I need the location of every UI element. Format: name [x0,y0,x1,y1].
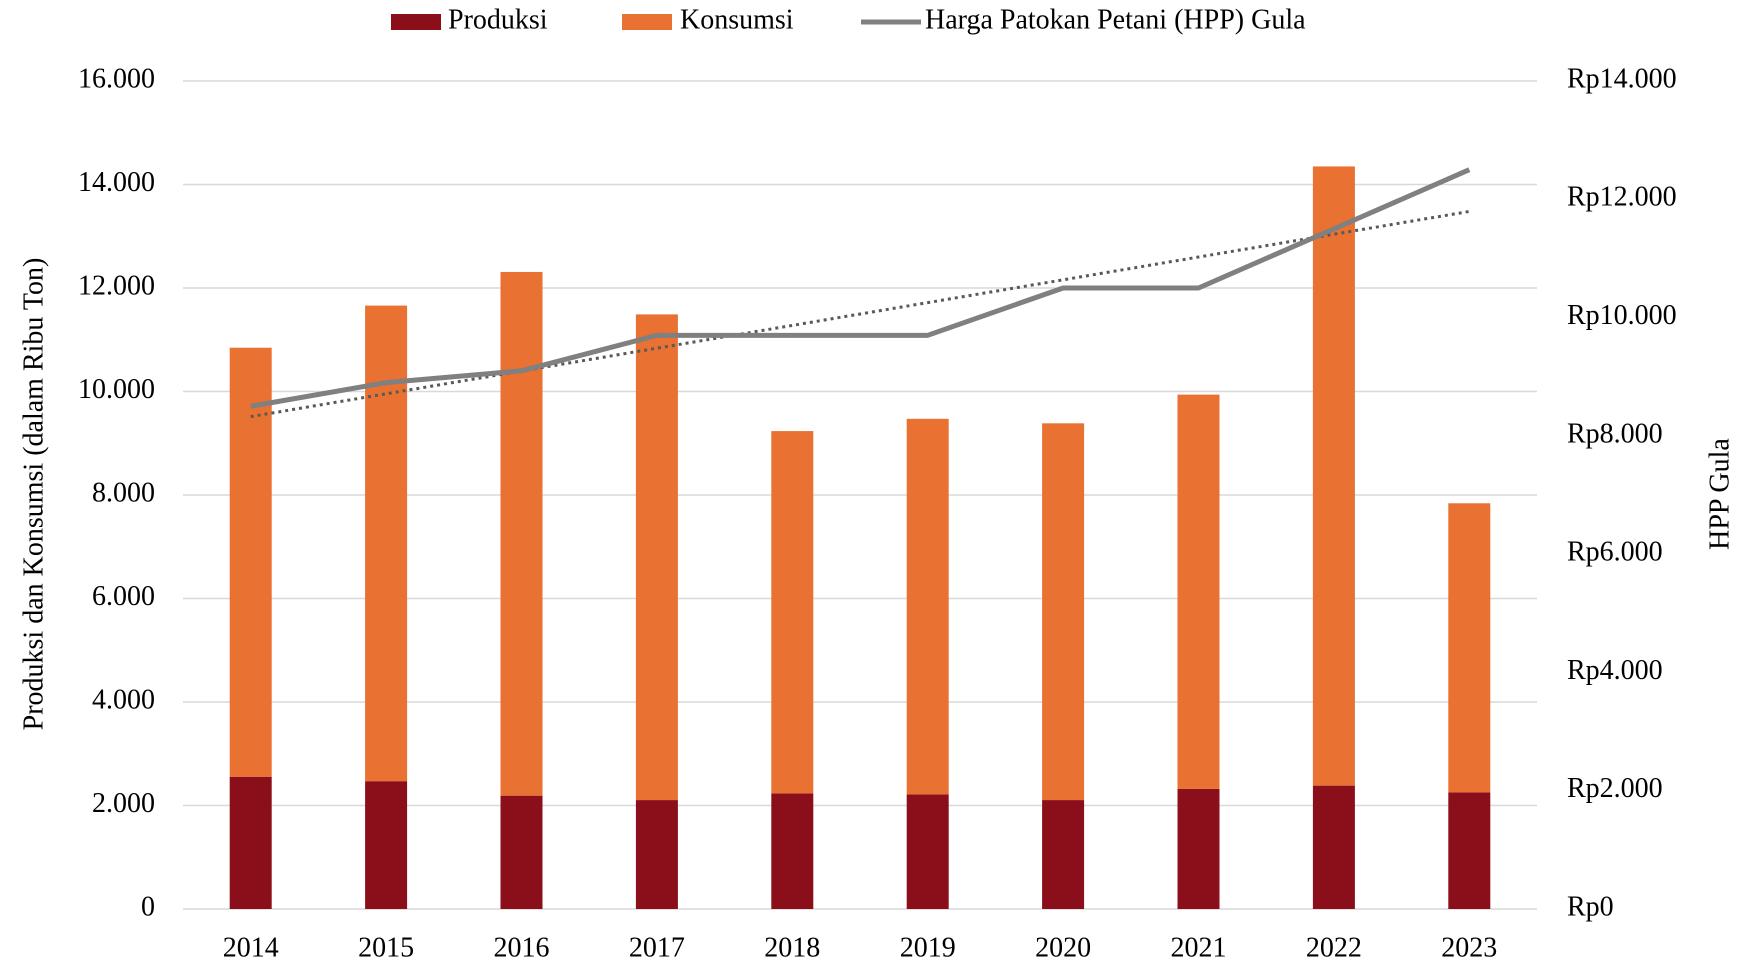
x-tick-label: 2015 [358,932,414,963]
bar [1448,792,1490,909]
bar [230,348,272,777]
legend-label: Produksi [448,4,548,35]
y-axis-title: Produksi dan Konsumsi (dalam Ribu Ton) [18,258,49,731]
bar [1178,395,1220,789]
x-tick-label: 2016 [494,932,550,963]
legend-swatch [622,14,672,30]
bar [1042,423,1084,800]
bar [501,796,543,909]
x-tick-label: 2018 [764,932,820,963]
y2-tick-label: Rp12.000 [1567,182,1677,213]
trendline [251,211,1470,416]
y-tick-label: 10.000 [78,374,155,405]
bar [636,800,678,909]
y-tick-label: 0 [141,891,155,922]
bar [365,781,407,909]
bar [907,795,949,909]
y2-axis-title: HPP Gula [1704,438,1735,550]
bar [771,431,813,793]
y-tick-label: 8.000 [92,477,155,508]
x-tick-label: 2020 [1035,932,1091,963]
bar [771,793,813,909]
y-tick-label: 4.000 [92,684,155,715]
y-tick-label: 2.000 [92,788,155,819]
x-tick-label: 2022 [1306,932,1362,963]
y2-tick-label: Rp8.000 [1567,418,1663,449]
y-tick-label: 12.000 [78,270,155,301]
y-tick-label: 6.000 [92,581,155,612]
y2-tick-label: Rp6.000 [1567,537,1663,568]
bar [230,777,272,909]
y-tick-label: 16.000 [78,63,155,94]
x-tick-label: 2021 [1171,932,1227,963]
bar [907,419,949,795]
bar [1313,786,1355,909]
x-tick-label: 2023 [1441,932,1497,963]
bar [1313,166,1355,785]
y2-tick-label: Rp0 [1567,891,1614,922]
bar [1042,800,1084,909]
bar [1178,789,1220,909]
x-tick-label: 2014 [223,932,279,963]
y2-tick-label: Rp2.000 [1567,773,1663,804]
x-tick-label: 2019 [900,932,956,963]
legend-swatch [391,14,441,30]
bar [1448,503,1490,792]
bar [501,272,543,796]
y2-tick-label: Rp10.000 [1567,300,1677,331]
y-tick-label: 14.000 [78,167,155,198]
x-tick-label: 2017 [629,932,685,963]
legend-label: Harga Patokan Petani (HPP) Gula [925,4,1306,35]
legend-label: Konsumsi [680,4,794,35]
page: Produksi dan Konsumsi (dalam Ribu Ton) H… [0,0,1742,972]
bar [636,314,678,800]
bar [365,306,407,782]
chart: Produksi dan Konsumsi (dalam Ribu Ton) H… [0,0,1742,972]
y2-tick-label: Rp14.000 [1567,63,1677,94]
y2-tick-label: Rp4.000 [1567,655,1663,686]
